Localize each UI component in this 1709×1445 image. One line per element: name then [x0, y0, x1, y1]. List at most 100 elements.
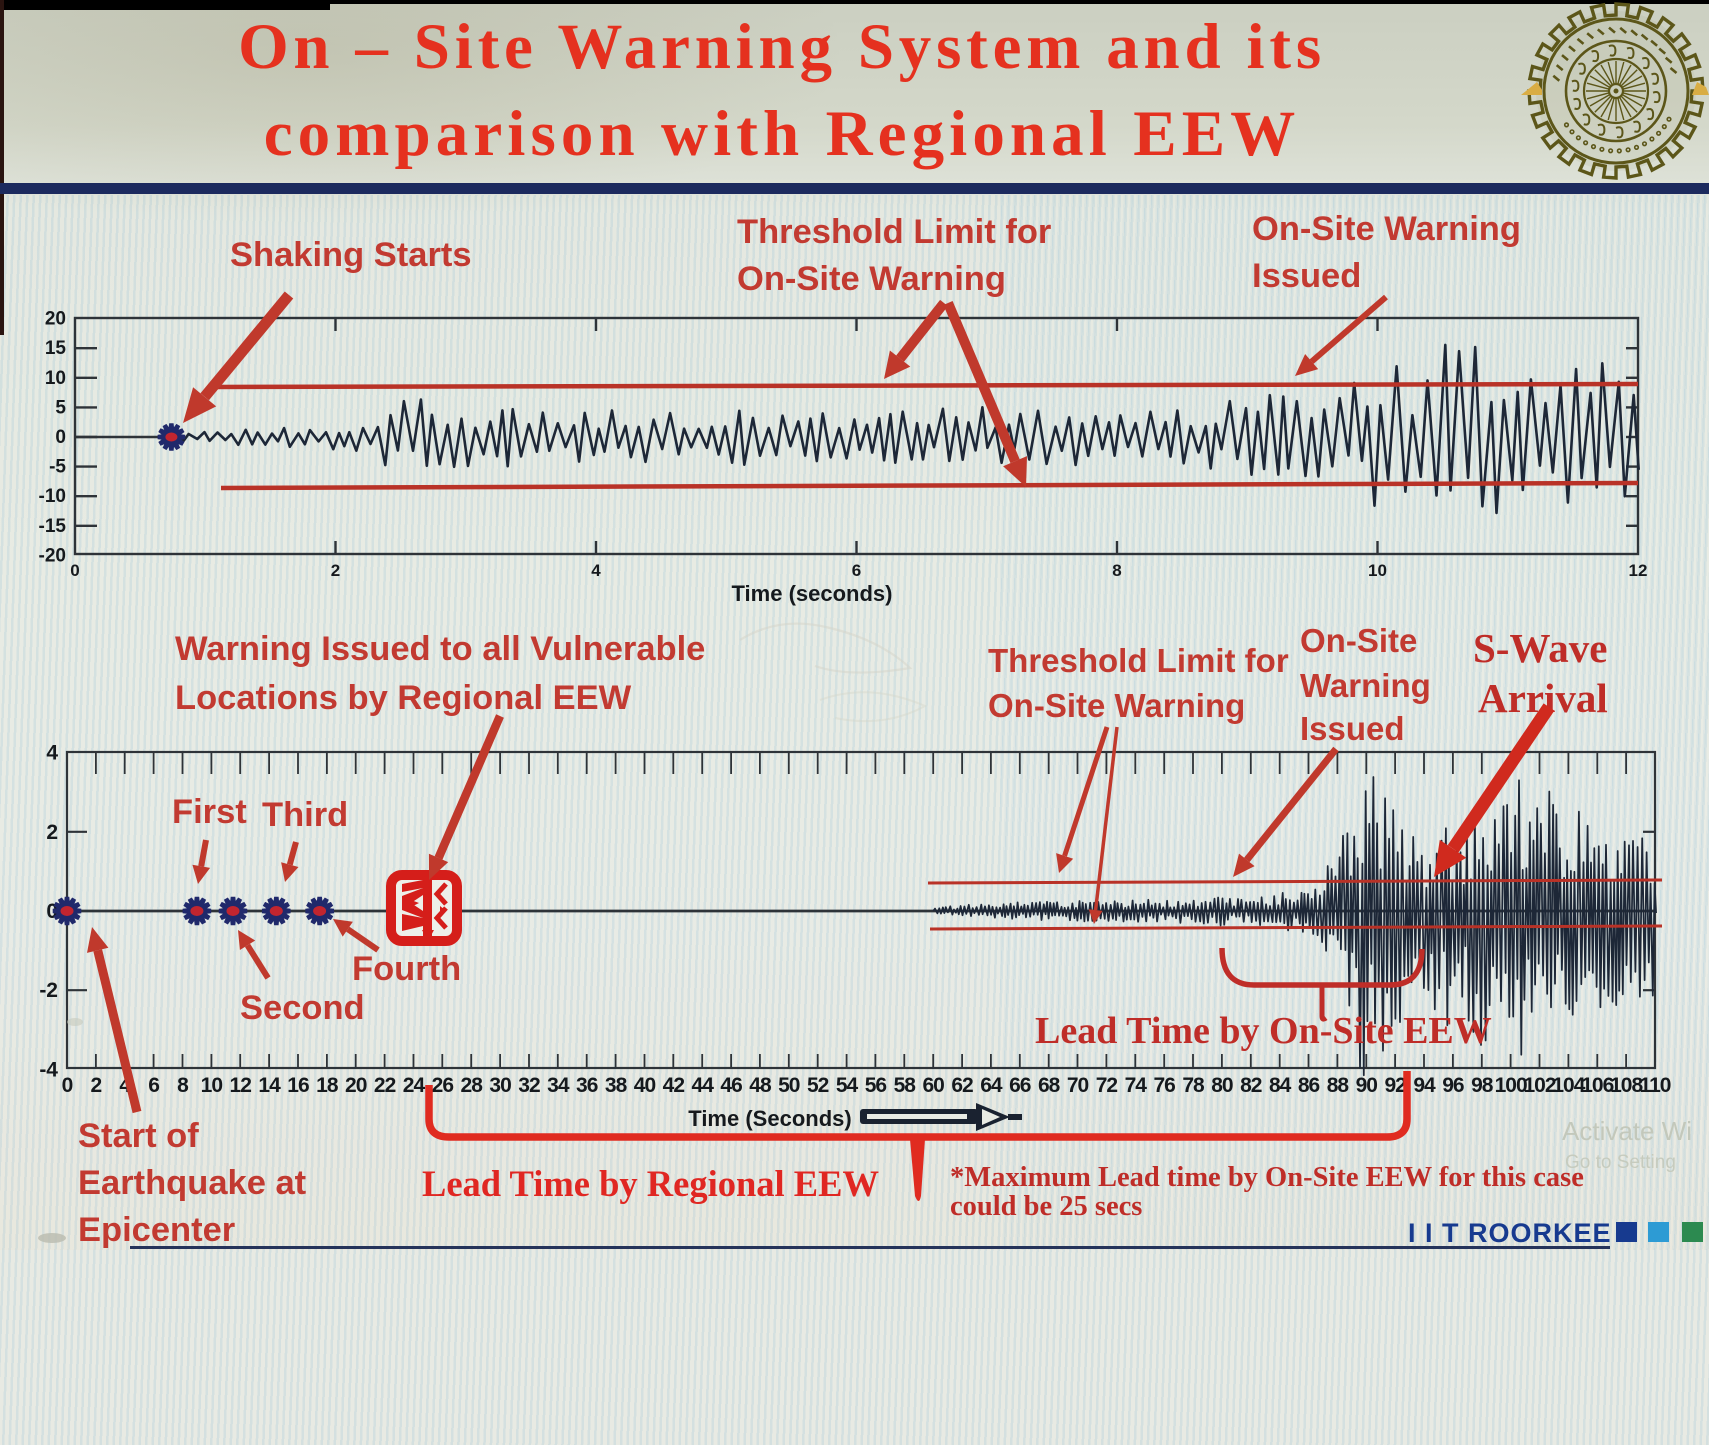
svg-text:Time (Seconds): Time (Seconds) — [688, 1106, 851, 1131]
svg-text:58: 58 — [894, 1074, 917, 1097]
svg-text:Threshold Limit for: Threshold Limit for — [988, 642, 1289, 679]
svg-text:22: 22 — [374, 1074, 396, 1097]
svg-text:14: 14 — [258, 1074, 281, 1097]
svg-text:100: 100 — [1495, 1074, 1527, 1097]
svg-text:I I T ROORKEE: I I T ROORKEE — [1408, 1218, 1612, 1248]
svg-text:Third: Third — [262, 796, 348, 834]
svg-text:18: 18 — [316, 1074, 339, 1097]
svg-text:40: 40 — [634, 1074, 656, 1097]
svg-text:Activate Wi: Activate Wi — [1562, 1116, 1692, 1146]
svg-text:-2: -2 — [39, 979, 58, 1002]
svg-text:80: 80 — [1211, 1074, 1233, 1097]
svg-text:*Maximum Lead time by On-Site: *Maximum Lead time by On-Site EEW for th… — [950, 1162, 1584, 1193]
svg-text:90: 90 — [1356, 1074, 1378, 1097]
svg-text:52: 52 — [807, 1074, 829, 1097]
svg-text:6: 6 — [148, 1074, 159, 1097]
svg-text:-5: -5 — [49, 457, 66, 478]
svg-text:82: 82 — [1240, 1074, 1262, 1097]
svg-text:15: 15 — [45, 338, 67, 359]
svg-text:48: 48 — [749, 1074, 772, 1097]
svg-text:42: 42 — [663, 1074, 685, 1097]
svg-text:20: 20 — [345, 1074, 367, 1097]
svg-text:Locations by Regional EEW: Locations by Regional EEW — [175, 679, 632, 717]
svg-text:36: 36 — [576, 1074, 598, 1097]
svg-text:Issued: Issued — [1300, 710, 1405, 747]
svg-text:38: 38 — [605, 1074, 628, 1097]
svg-text:96: 96 — [1442, 1074, 1464, 1097]
svg-text:Threshold Limit for: Threshold Limit for — [737, 213, 1051, 251]
svg-text:62: 62 — [951, 1074, 973, 1097]
svg-text:60: 60 — [923, 1074, 945, 1097]
svg-text:2: 2 — [331, 561, 340, 580]
svg-text:Second: Second — [240, 989, 365, 1027]
svg-text:88: 88 — [1327, 1074, 1350, 1097]
svg-text:8: 8 — [177, 1074, 189, 1097]
svg-text:Lead Time by On-Site EEW: Lead Time by On-Site EEW — [1035, 1010, 1492, 1052]
svg-text:94: 94 — [1413, 1074, 1436, 1097]
svg-text:could be 25 secs: could be 25 secs — [950, 1191, 1142, 1222]
svg-text:98: 98 — [1471, 1074, 1494, 1097]
svg-text:110: 110 — [1640, 1074, 1671, 1097]
svg-text:comparison with Regional EEW: comparison with Regional EEW — [264, 98, 1301, 170]
svg-text:Shaking Starts: Shaking Starts — [230, 236, 472, 274]
svg-text:84: 84 — [1269, 1074, 1292, 1097]
svg-text:0: 0 — [62, 1074, 73, 1097]
svg-text:First: First — [172, 793, 247, 831]
svg-text:2: 2 — [91, 1074, 102, 1097]
svg-text:Issued: Issued — [1252, 257, 1361, 295]
svg-text:On-Site Warning: On-Site Warning — [1252, 210, 1521, 248]
svg-text:68: 68 — [1038, 1074, 1061, 1097]
svg-text:76: 76 — [1153, 1074, 1175, 1097]
svg-text:-20: -20 — [39, 545, 66, 566]
svg-text:24: 24 — [403, 1074, 426, 1097]
svg-text:66: 66 — [1009, 1074, 1031, 1097]
svg-text:Time (seconds): Time (seconds) — [732, 581, 893, 606]
svg-text:104: 104 — [1552, 1074, 1585, 1097]
svg-text:108: 108 — [1610, 1074, 1643, 1097]
svg-text:46: 46 — [720, 1074, 742, 1097]
svg-text:10: 10 — [201, 1074, 223, 1097]
svg-text:Epicenter: Epicenter — [78, 1211, 235, 1249]
svg-text:2: 2 — [46, 821, 58, 844]
svg-text:12: 12 — [1629, 561, 1648, 580]
svg-text:8: 8 — [1112, 561, 1121, 580]
svg-text:On-Site Warning: On-Site Warning — [988, 687, 1245, 724]
svg-text:44: 44 — [692, 1074, 715, 1097]
svg-text:12: 12 — [230, 1074, 252, 1097]
svg-text:74: 74 — [1125, 1074, 1148, 1097]
svg-text:0: 0 — [46, 900, 58, 923]
svg-text:64: 64 — [980, 1074, 1003, 1097]
svg-text:On-Site Warning: On-Site Warning — [737, 260, 1006, 298]
svg-text:-15: -15 — [39, 516, 67, 537]
svg-text:0: 0 — [70, 561, 79, 580]
svg-text:70: 70 — [1067, 1074, 1089, 1097]
svg-text:34: 34 — [547, 1074, 570, 1097]
svg-text:On-Site: On-Site — [1300, 622, 1417, 659]
svg-text:4: 4 — [591, 561, 601, 580]
svg-text:On – Site Warning System and i: On – Site Warning System and its — [238, 11, 1326, 83]
svg-text:10: 10 — [45, 368, 66, 389]
svg-text:Fourth: Fourth — [352, 950, 461, 988]
svg-text:Lead Time by Regional EEW: Lead Time by Regional EEW — [422, 1163, 879, 1204]
svg-text:6: 6 — [852, 561, 861, 580]
svg-text:102: 102 — [1523, 1074, 1555, 1097]
svg-text:106: 106 — [1581, 1074, 1613, 1097]
svg-text:50: 50 — [778, 1074, 800, 1097]
svg-text:5: 5 — [55, 397, 66, 418]
svg-text:56: 56 — [865, 1074, 887, 1097]
svg-text:10: 10 — [1368, 561, 1387, 580]
svg-text:-4: -4 — [39, 1058, 58, 1081]
svg-text:S-Wave: S-Wave — [1473, 625, 1607, 671]
svg-text:72: 72 — [1096, 1074, 1118, 1097]
svg-text:92: 92 — [1384, 1074, 1406, 1097]
svg-text:16: 16 — [287, 1074, 309, 1097]
svg-text:-10: -10 — [39, 486, 66, 507]
svg-text:Go to Setting: Go to Setting — [1565, 1152, 1676, 1173]
svg-text:20: 20 — [45, 309, 66, 330]
svg-text:Earthquake at: Earthquake at — [78, 1164, 307, 1202]
svg-text:26: 26 — [432, 1074, 454, 1097]
svg-text:54: 54 — [836, 1074, 859, 1097]
svg-text:78: 78 — [1182, 1074, 1205, 1097]
svg-text:0: 0 — [55, 427, 66, 448]
svg-text:Warning: Warning — [1300, 667, 1431, 704]
